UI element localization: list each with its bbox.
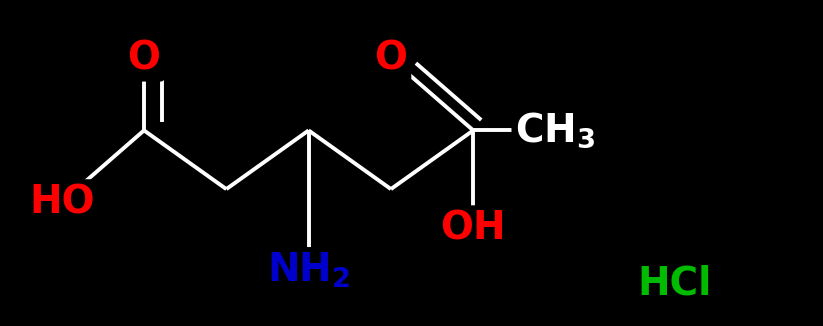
Text: OH: OH — [440, 209, 506, 247]
Text: HCl: HCl — [638, 265, 712, 303]
Text: CH$_{\mathregular{3}}$: CH$_{\mathregular{3}}$ — [515, 111, 596, 150]
Text: O: O — [374, 40, 407, 78]
Text: HO: HO — [29, 183, 95, 221]
Text: NH$_{\mathregular{2}}$: NH$_{\mathregular{2}}$ — [267, 251, 350, 290]
Text: O: O — [128, 40, 160, 78]
